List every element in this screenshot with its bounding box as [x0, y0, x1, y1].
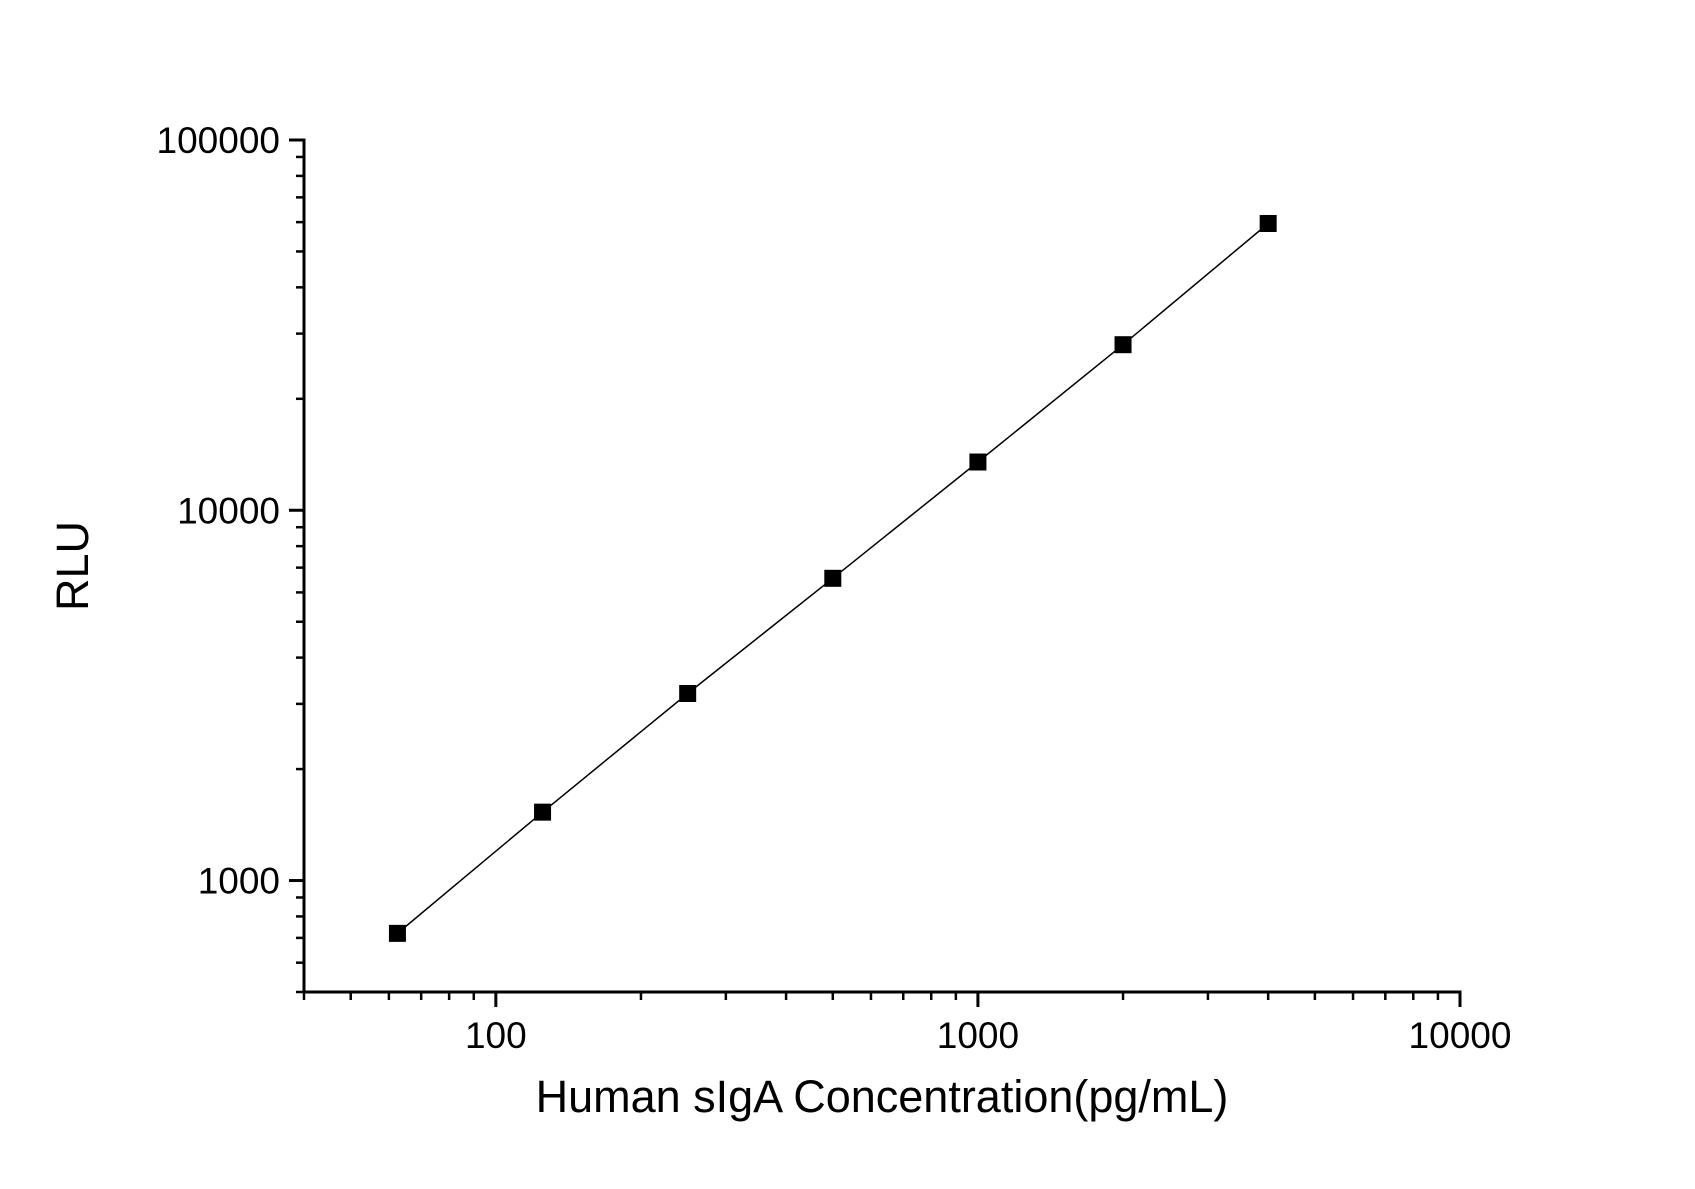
data-point-marker — [969, 453, 987, 471]
data-point-marker — [679, 684, 697, 702]
y-tick-label: 10000 — [177, 490, 280, 531]
x-axis-title: Human sIgA Concentration(pg/mL) — [536, 1071, 1229, 1122]
data-point-marker — [388, 924, 406, 942]
y-axis-title: RLU — [47, 521, 98, 611]
data-point-marker — [824, 569, 842, 587]
data-point-marker — [1114, 336, 1132, 354]
data-point-marker — [1259, 214, 1277, 232]
x-tick-label: 100 — [465, 1015, 527, 1056]
x-tick-label: 10000 — [1409, 1015, 1512, 1056]
y-tick-label: 1000 — [198, 861, 280, 902]
y-tick-label: 100000 — [157, 120, 280, 161]
x-tick-label: 1000 — [937, 1015, 1019, 1056]
data-point-marker — [534, 803, 552, 821]
